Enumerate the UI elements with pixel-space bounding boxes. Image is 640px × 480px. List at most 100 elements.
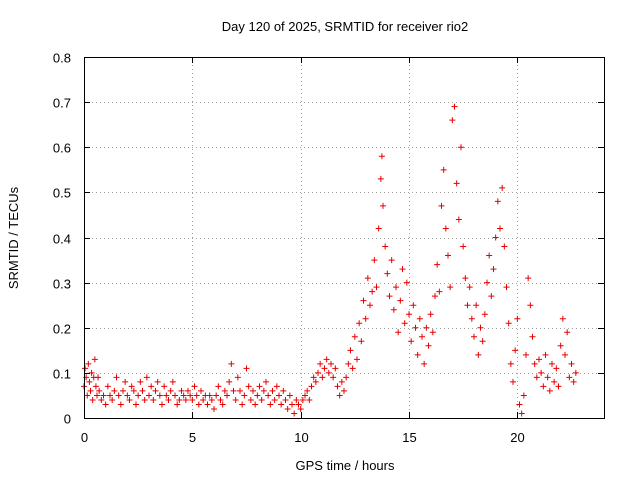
data-point [185, 387, 191, 394]
data-point [542, 351, 549, 358]
data-point [568, 360, 575, 367]
data-point [564, 329, 571, 336]
data-point [247, 396, 254, 403]
data-point [399, 266, 406, 273]
data-point [295, 401, 302, 408]
data-point [421, 360, 428, 367]
data-point [321, 365, 328, 372]
data-point [373, 284, 380, 291]
data-point [416, 315, 423, 322]
data-point [239, 401, 246, 408]
data-points [81, 103, 579, 417]
data-point [484, 279, 490, 286]
data-point [167, 387, 174, 394]
data-point [529, 333, 536, 340]
data-point [566, 374, 573, 381]
data-point [302, 392, 308, 399]
data-point [228, 360, 235, 367]
data-point [150, 396, 157, 403]
data-point [369, 288, 376, 295]
data-point [516, 401, 523, 408]
data-point [425, 342, 432, 349]
data-point [527, 302, 534, 309]
data-point [120, 387, 126, 394]
data-point [460, 243, 467, 250]
data-point [423, 324, 430, 331]
data-point [371, 257, 378, 264]
data-point [336, 392, 343, 399]
data-point [256, 383, 263, 390]
y-tick-label: 0 [64, 412, 71, 427]
data-point [191, 383, 198, 390]
data-point [159, 401, 165, 408]
data-point [419, 333, 425, 340]
data-point [178, 387, 185, 394]
data-point [115, 392, 122, 399]
data-point [494, 198, 501, 205]
data-point [549, 360, 555, 367]
data-point [341, 387, 347, 394]
data-point [109, 396, 116, 403]
data-point [128, 383, 135, 390]
data-point [293, 396, 300, 403]
data-point [449, 117, 456, 124]
data-point [206, 392, 213, 399]
data-point [226, 378, 233, 385]
data-point [180, 392, 187, 399]
data-point [187, 392, 194, 399]
data-point [429, 329, 436, 336]
data-point [533, 374, 540, 381]
data-point [267, 401, 274, 408]
data-point [102, 401, 109, 408]
data-point [98, 396, 105, 403]
data-point [570, 378, 577, 385]
x-tick-label: 20 [510, 430, 524, 445]
data-point [82, 365, 89, 372]
data-point [540, 383, 547, 390]
data-point [386, 293, 393, 300]
data-point [406, 311, 412, 318]
data-point [271, 396, 278, 403]
data-point [538, 369, 545, 376]
data-point [503, 284, 510, 291]
data-point [362, 315, 369, 322]
data-point [523, 351, 529, 358]
data-point [260, 387, 267, 394]
data-point [104, 383, 111, 390]
grid-lines [84, 57, 604, 418]
data-point [401, 320, 408, 327]
data-point [137, 378, 144, 385]
data-point [343, 374, 350, 381]
data-point [96, 387, 103, 394]
data-point [165, 396, 172, 403]
axis-ticks [84, 57, 604, 419]
data-point [135, 392, 142, 399]
y-tick-labels: 0 0.1 0.2 0.3 0.4 0.5 0.6 0.7 0.8 [53, 51, 71, 427]
data-point [312, 378, 319, 385]
data-point [299, 396, 306, 403]
data-point [243, 365, 250, 372]
data-point [510, 378, 516, 385]
data-point [512, 347, 519, 354]
data-point [265, 392, 272, 399]
x-tick-label: 10 [294, 430, 308, 445]
data-point [94, 392, 100, 399]
data-point [553, 365, 560, 372]
data-point [278, 401, 285, 408]
data-point [403, 279, 410, 286]
data-point [219, 401, 226, 408]
data-point [338, 378, 345, 385]
y-tick-label: 0.1 [53, 367, 71, 382]
data-point [241, 392, 248, 399]
data-point [447, 284, 454, 291]
data-point [269, 387, 276, 394]
data-point [286, 392, 293, 399]
data-point [384, 270, 391, 277]
data-point [490, 266, 497, 273]
data-point [280, 387, 287, 394]
data-point [146, 392, 152, 399]
data-point [488, 293, 495, 300]
data-point [536, 356, 542, 363]
data-point [501, 243, 508, 250]
